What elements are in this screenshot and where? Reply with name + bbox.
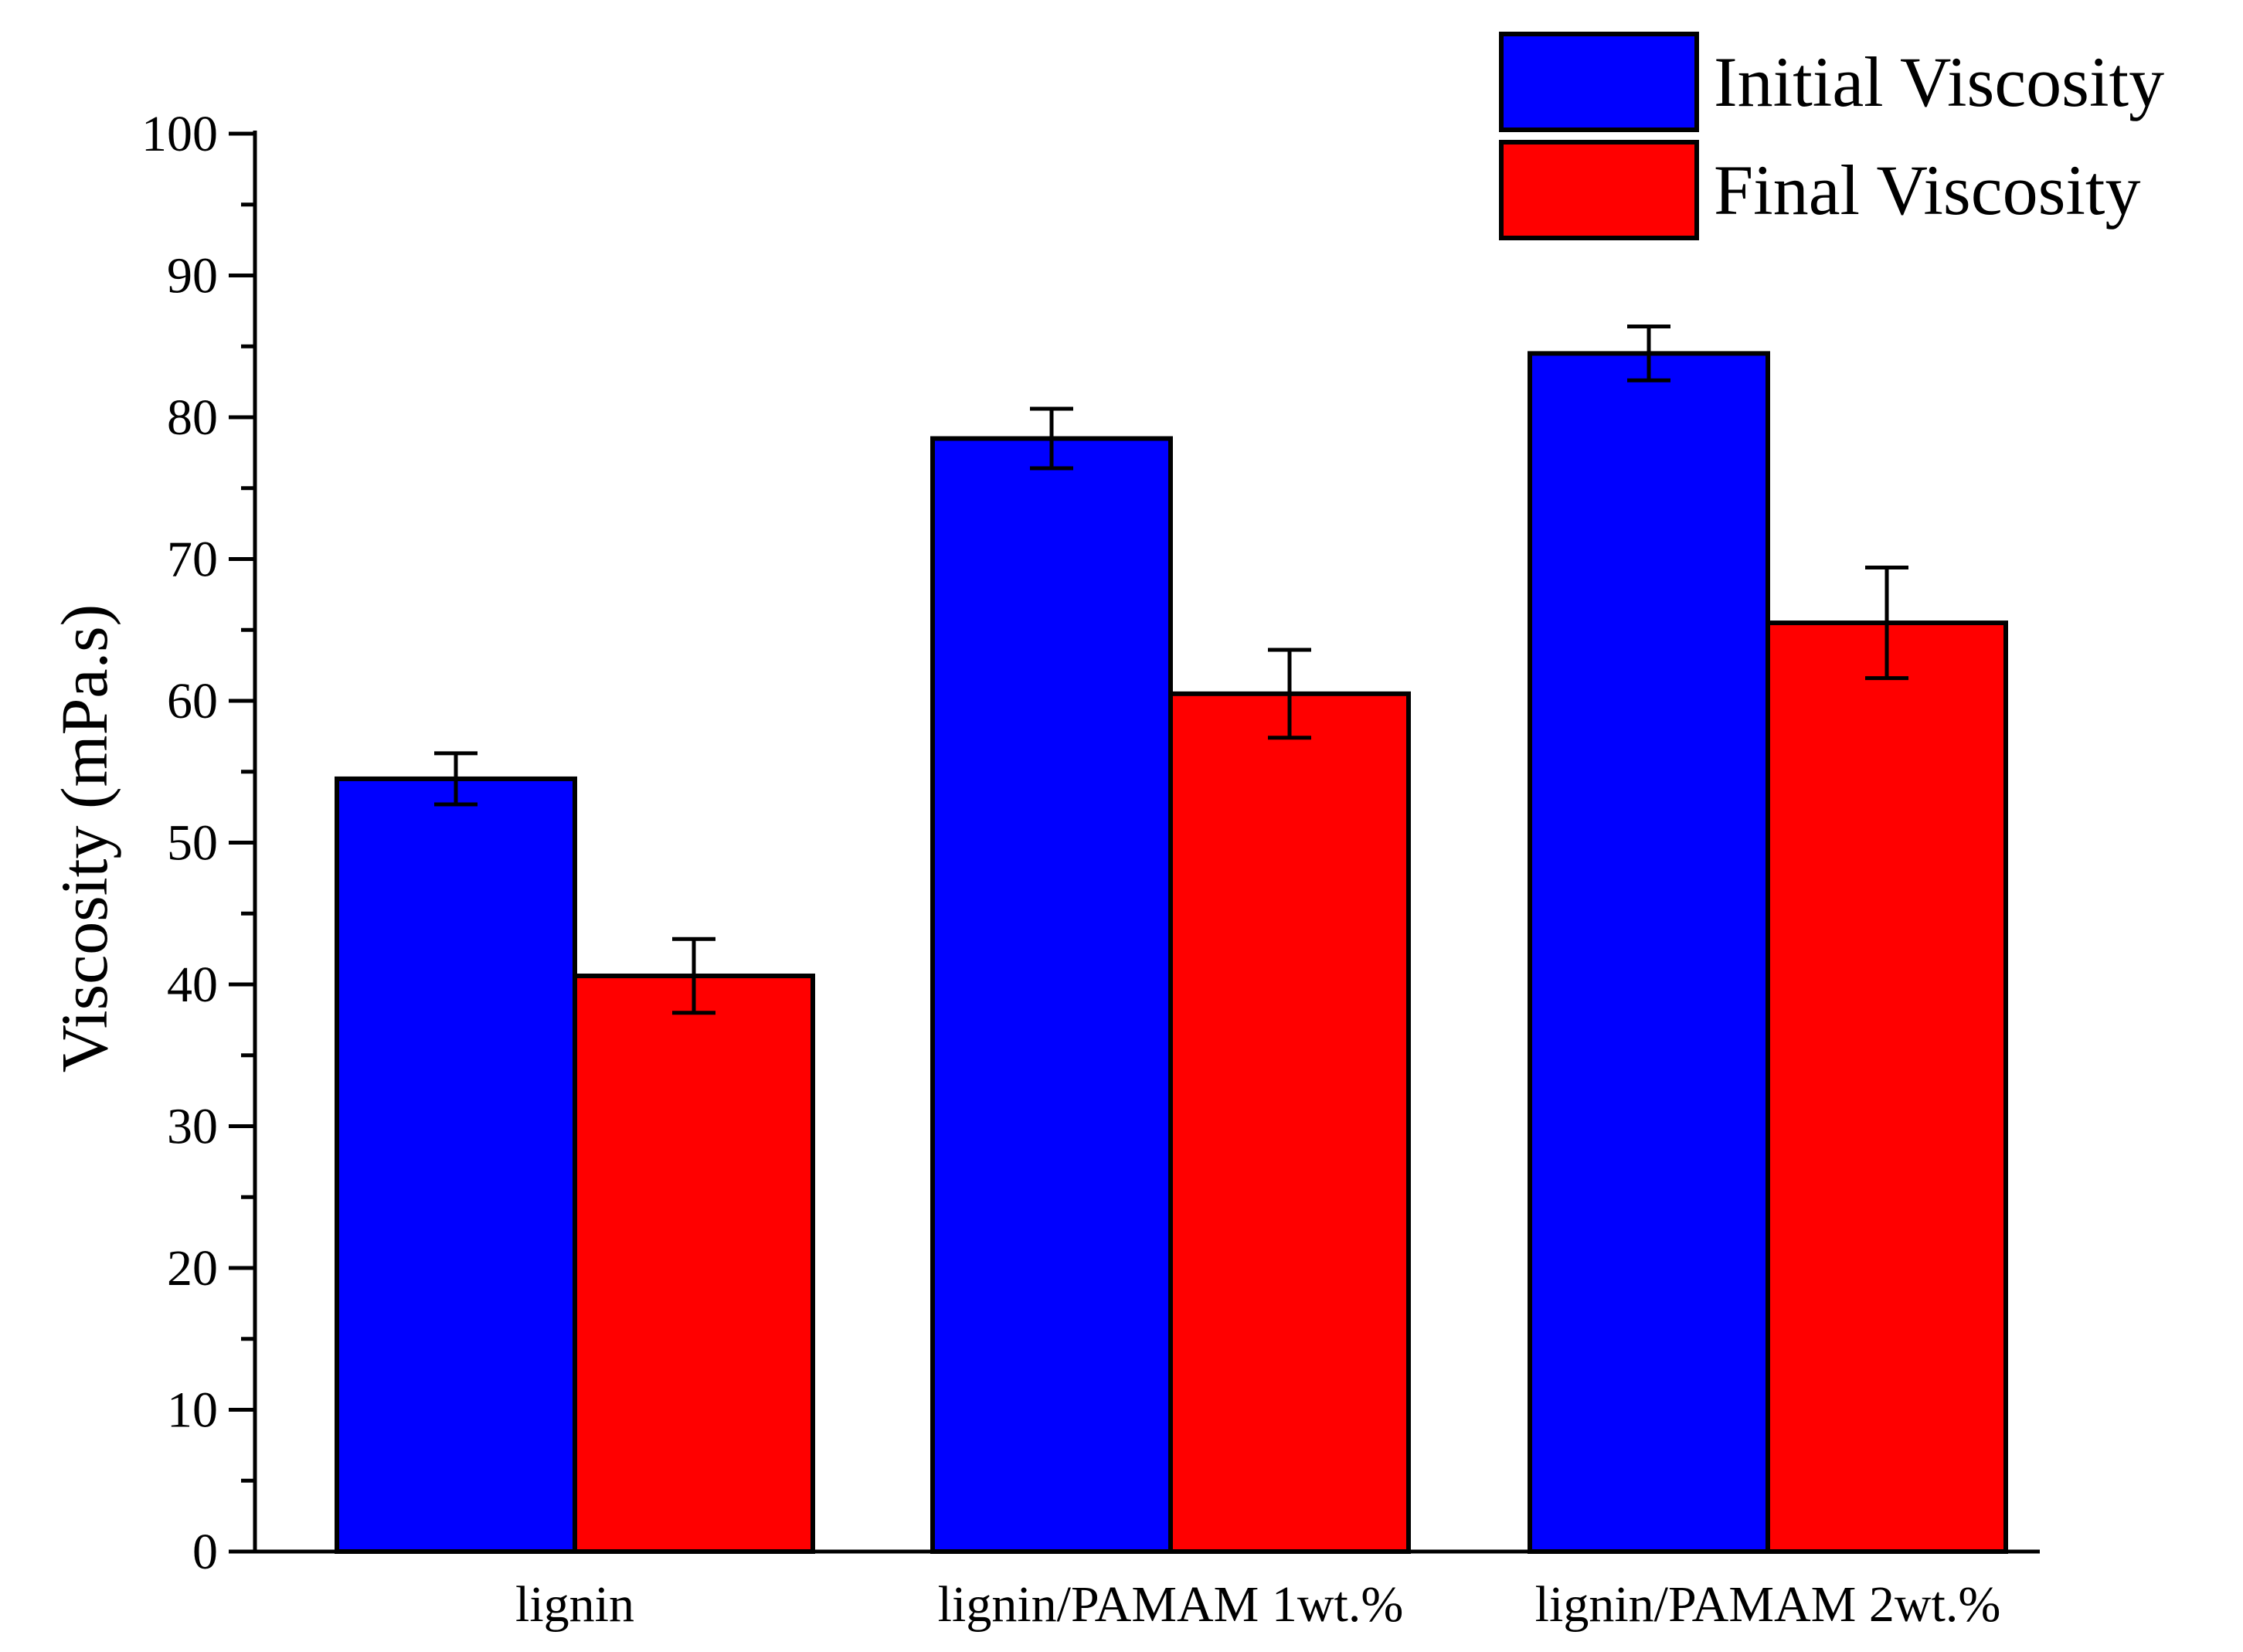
legend-swatch-final	[1499, 140, 1699, 240]
legend-label-initial: Initial Viscosity	[1714, 42, 2164, 121]
y-tick-label: 10	[167, 1382, 218, 1439]
y-tick-label: 50	[167, 815, 218, 872]
y-tick-label: 100	[141, 106, 218, 162]
y-tick-label: 0	[192, 1524, 218, 1580]
bars	[335, 351, 2008, 1555]
y-tick-label: 20	[167, 1240, 218, 1297]
legend: Initial Viscosity Final Viscosity	[1499, 32, 2164, 240]
bar-final	[1168, 691, 1411, 1555]
y-tick-label: 40	[167, 957, 218, 1013]
x-category-label: lignin/PAMAM 1wt.%	[938, 1576, 1404, 1633]
bar-initial	[1528, 351, 1770, 1554]
y-tick-label: 30	[167, 1099, 218, 1155]
bar-final	[573, 973, 815, 1554]
x-category-label: lignin	[515, 1576, 634, 1633]
legend-label-final: Final Viscosity	[1714, 151, 2141, 229]
error-bars	[434, 325, 1908, 1015]
y-tick-label: 60	[167, 673, 218, 729]
category-labels: lignin lignin/PAMAM 1wt.% lignin/PAMAM 2wt…	[515, 1576, 2000, 1633]
y-tick-label: 70	[167, 532, 218, 588]
x-category-label: lignin/PAMAM 2wt.%	[1535, 1576, 2001, 1633]
axes: 0 10 20 30 40 50 60 70 80 90 100	[141, 106, 2040, 1580]
bar-initial	[335, 776, 577, 1554]
legend-swatch-initial	[1499, 32, 1699, 132]
y-tick-label: 80	[167, 389, 218, 446]
y-axis-title: Viscosity (mPa.s)	[47, 604, 121, 1072]
bar-final	[1766, 620, 2008, 1555]
bar-initial	[930, 436, 1173, 1554]
y-tick-label: 90	[167, 248, 218, 304]
